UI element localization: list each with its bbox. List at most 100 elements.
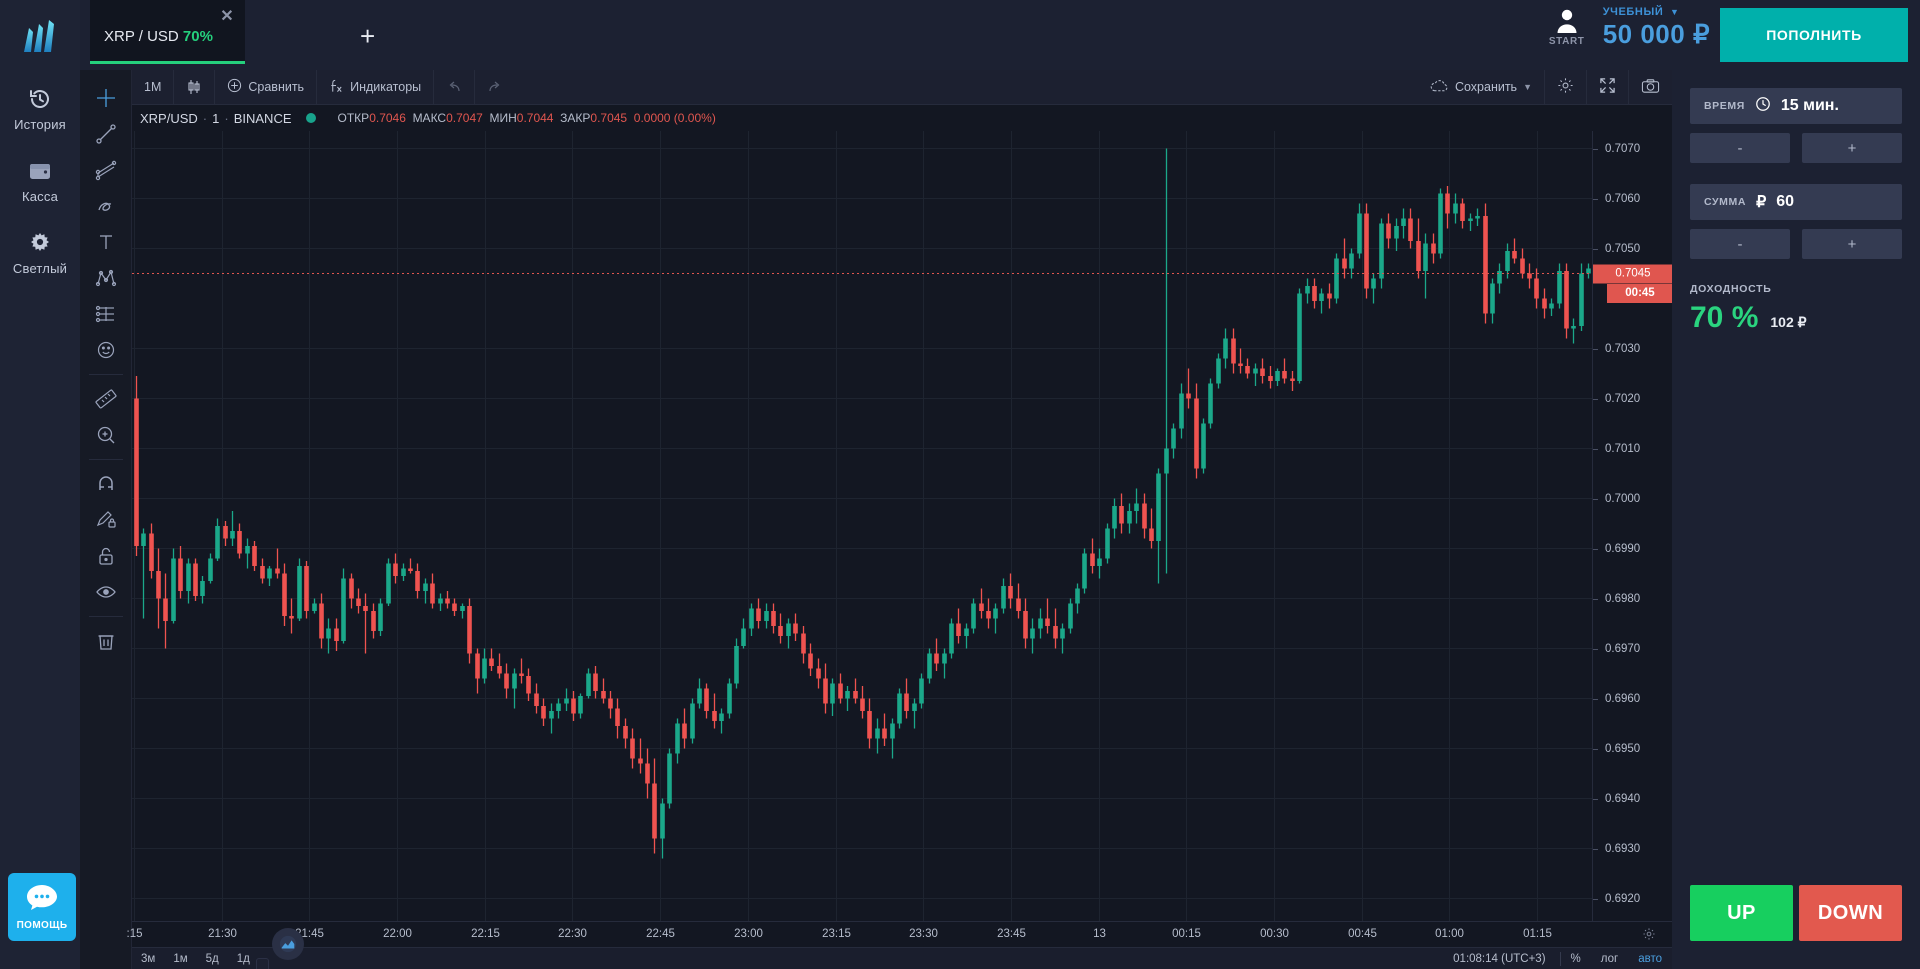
price-tick-label: 0.6940 xyxy=(1605,792,1641,805)
ohlc-high-label: МАКС xyxy=(412,111,447,125)
countdown-badge: 00:45 xyxy=(1607,283,1673,303)
pencil-lock-icon[interactable] xyxy=(86,502,126,538)
chart-type-fab[interactable] xyxy=(272,928,304,960)
time-axis[interactable]: :15 21:30 21:45 22:00 22:15 22:30 22:45 23:00 23… xyxy=(127,921,1672,947)
scale-option-%[interactable]: % xyxy=(1570,952,1581,965)
magnet-icon[interactable] xyxy=(86,466,126,502)
chart-settings-button[interactable] xyxy=(1545,69,1587,105)
range-button-5д[interactable]: 5д xyxy=(205,952,219,965)
fx-icon xyxy=(329,78,344,97)
amount-field[interactable]: СУММА ₽ 60 xyxy=(1690,184,1902,220)
candlestick-plot[interactable] xyxy=(132,131,1592,921)
eye-icon[interactable] xyxy=(86,574,126,610)
candles-icon[interactable] xyxy=(174,69,216,105)
chevron-down-icon: ▼ xyxy=(1670,7,1680,17)
avatar[interactable]: START xyxy=(1539,6,1595,47)
scale-option-лог[interactable]: лог xyxy=(1600,952,1619,965)
expiry-time-field[interactable]: ВРЕМЯ 15 мин. xyxy=(1690,88,1902,124)
time-tick-label: 23:45 xyxy=(997,928,1026,940)
zoom-in-icon[interactable] xyxy=(86,417,126,453)
close-icon[interactable]: ✕ xyxy=(220,8,234,25)
expiry-time-plus-button[interactable]: + xyxy=(1802,133,1902,163)
wallet-icon xyxy=(28,158,52,184)
pattern-icon[interactable] xyxy=(86,260,126,296)
price-tick-label: 0.6970 xyxy=(1605,642,1641,655)
account-type-selector[interactable]: УЧЕБНЫЙ ▼ xyxy=(1603,6,1710,18)
time-tick-label: 01:00 xyxy=(1435,928,1464,940)
emoji-icon[interactable] xyxy=(86,332,126,368)
price-tick-label: 0.6920 xyxy=(1605,892,1641,905)
text-icon[interactable] xyxy=(86,224,126,260)
deposit-button[interactable]: ПОПОЛНИТЬ xyxy=(1720,8,1908,62)
price-tick xyxy=(1593,848,1598,850)
up-button[interactable]: UP xyxy=(1690,885,1793,941)
time-tick-label: 23:15 xyxy=(822,928,851,940)
price-tick-label: 0.7070 xyxy=(1605,142,1641,155)
plus-icon[interactable]: + xyxy=(360,21,376,51)
amount-value: 60 xyxy=(1776,193,1795,210)
scale-option-авто[interactable]: авто xyxy=(1638,952,1662,965)
screenshot-button[interactable] xyxy=(1629,70,1672,105)
ruler-icon[interactable] xyxy=(86,381,126,417)
range-button-1м[interactable]: 1м xyxy=(173,952,188,965)
price-tick xyxy=(1593,148,1598,150)
time-tick-label: 23:30 xyxy=(909,928,938,940)
price-tick xyxy=(1593,448,1598,450)
chevron-down-icon: ▼ xyxy=(1523,82,1532,92)
ohlc-high-value: 0.7047 xyxy=(446,111,483,125)
forecast-icon[interactable] xyxy=(86,296,126,332)
amount-minus-button[interactable]: - xyxy=(1690,229,1790,259)
price-tick xyxy=(1593,648,1598,650)
ohlc-close-value: 0.7045 xyxy=(590,111,628,125)
price-tick xyxy=(1593,548,1598,550)
price-tick-label: 0.7050 xyxy=(1605,242,1641,255)
lock-icon[interactable] xyxy=(86,538,126,574)
chart-area: 1M Сравнить Ин xyxy=(127,69,1673,969)
price-tick xyxy=(1593,398,1598,400)
expiry-time-minus-button[interactable]: - xyxy=(1690,133,1790,163)
status-dot-icon xyxy=(305,113,316,123)
collapse-handle[interactable]: ❮ xyxy=(256,958,269,969)
price-tick xyxy=(1593,798,1598,800)
ohlc-low-value: 0.7044 xyxy=(516,111,554,125)
cloud-icon xyxy=(1430,79,1449,96)
sidebar-item-cashier[interactable]: Касса xyxy=(0,158,80,204)
undo-icon[interactable] xyxy=(434,69,476,105)
redo-icon[interactable] xyxy=(475,70,515,105)
save-layout-button[interactable]: Сохранить ▼ xyxy=(1418,69,1545,105)
crosshair-icon[interactable] xyxy=(86,80,126,116)
help-button[interactable]: ПОМОЩЬ xyxy=(8,873,76,941)
brush-icon[interactable] xyxy=(86,188,126,224)
compare-label: Сравнить xyxy=(248,80,305,94)
price-axis[interactable]: 0.7070 0.7060 0.7050 0.7030 0.7020 0.7010 0.70… xyxy=(1592,131,1673,921)
time-tick-label: 00:45 xyxy=(1348,928,1377,940)
sidebar-item-cashier-label: Касса xyxy=(21,189,59,204)
interval-selector[interactable]: 1M xyxy=(132,69,175,105)
bars-logo-icon[interactable] xyxy=(17,14,63,60)
fullscreen-button[interactable] xyxy=(1587,69,1629,105)
account-tier: START xyxy=(1548,36,1585,47)
fullscreen-icon xyxy=(1599,77,1616,97)
time-tick-label: 00:30 xyxy=(1260,928,1289,940)
range-button-1д[interactable]: 1д xyxy=(236,952,250,965)
expiry-time-value: 15 мин. xyxy=(1780,97,1839,114)
range-button-3м[interactable]: 3м xyxy=(141,952,156,965)
sidebar-item-history[interactable]: История xyxy=(0,86,80,132)
symbol-exchange: BINANCE xyxy=(233,110,292,126)
indicators-button[interactable]: Индикаторы xyxy=(317,69,435,105)
camera-icon xyxy=(1641,78,1660,97)
amount-plus-button[interactable]: + xyxy=(1802,229,1902,259)
ohlc-open-value: 0.7046 xyxy=(369,111,406,125)
account-block: START УЧЕБНЫЙ ▼ 50 000 ₽ xyxy=(1539,6,1710,50)
compare-button[interactable]: Сравнить xyxy=(215,69,318,105)
trendline-icon[interactable] xyxy=(86,116,126,152)
fork-icon[interactable] xyxy=(86,152,126,188)
down-button[interactable]: DOWN xyxy=(1799,885,1902,941)
symbol-name[interactable]: XRP/USD xyxy=(140,110,198,126)
trash-icon[interactable] xyxy=(86,623,126,659)
sidebar-item-theme[interactable]: Светлый xyxy=(0,230,80,276)
gear-icon[interactable] xyxy=(1642,927,1656,946)
price-tick xyxy=(1593,698,1598,700)
asset-tab-xrp-usd[interactable]: ✕ XRP / USD 70% xyxy=(90,0,245,64)
drawing-toolbar xyxy=(80,70,132,969)
